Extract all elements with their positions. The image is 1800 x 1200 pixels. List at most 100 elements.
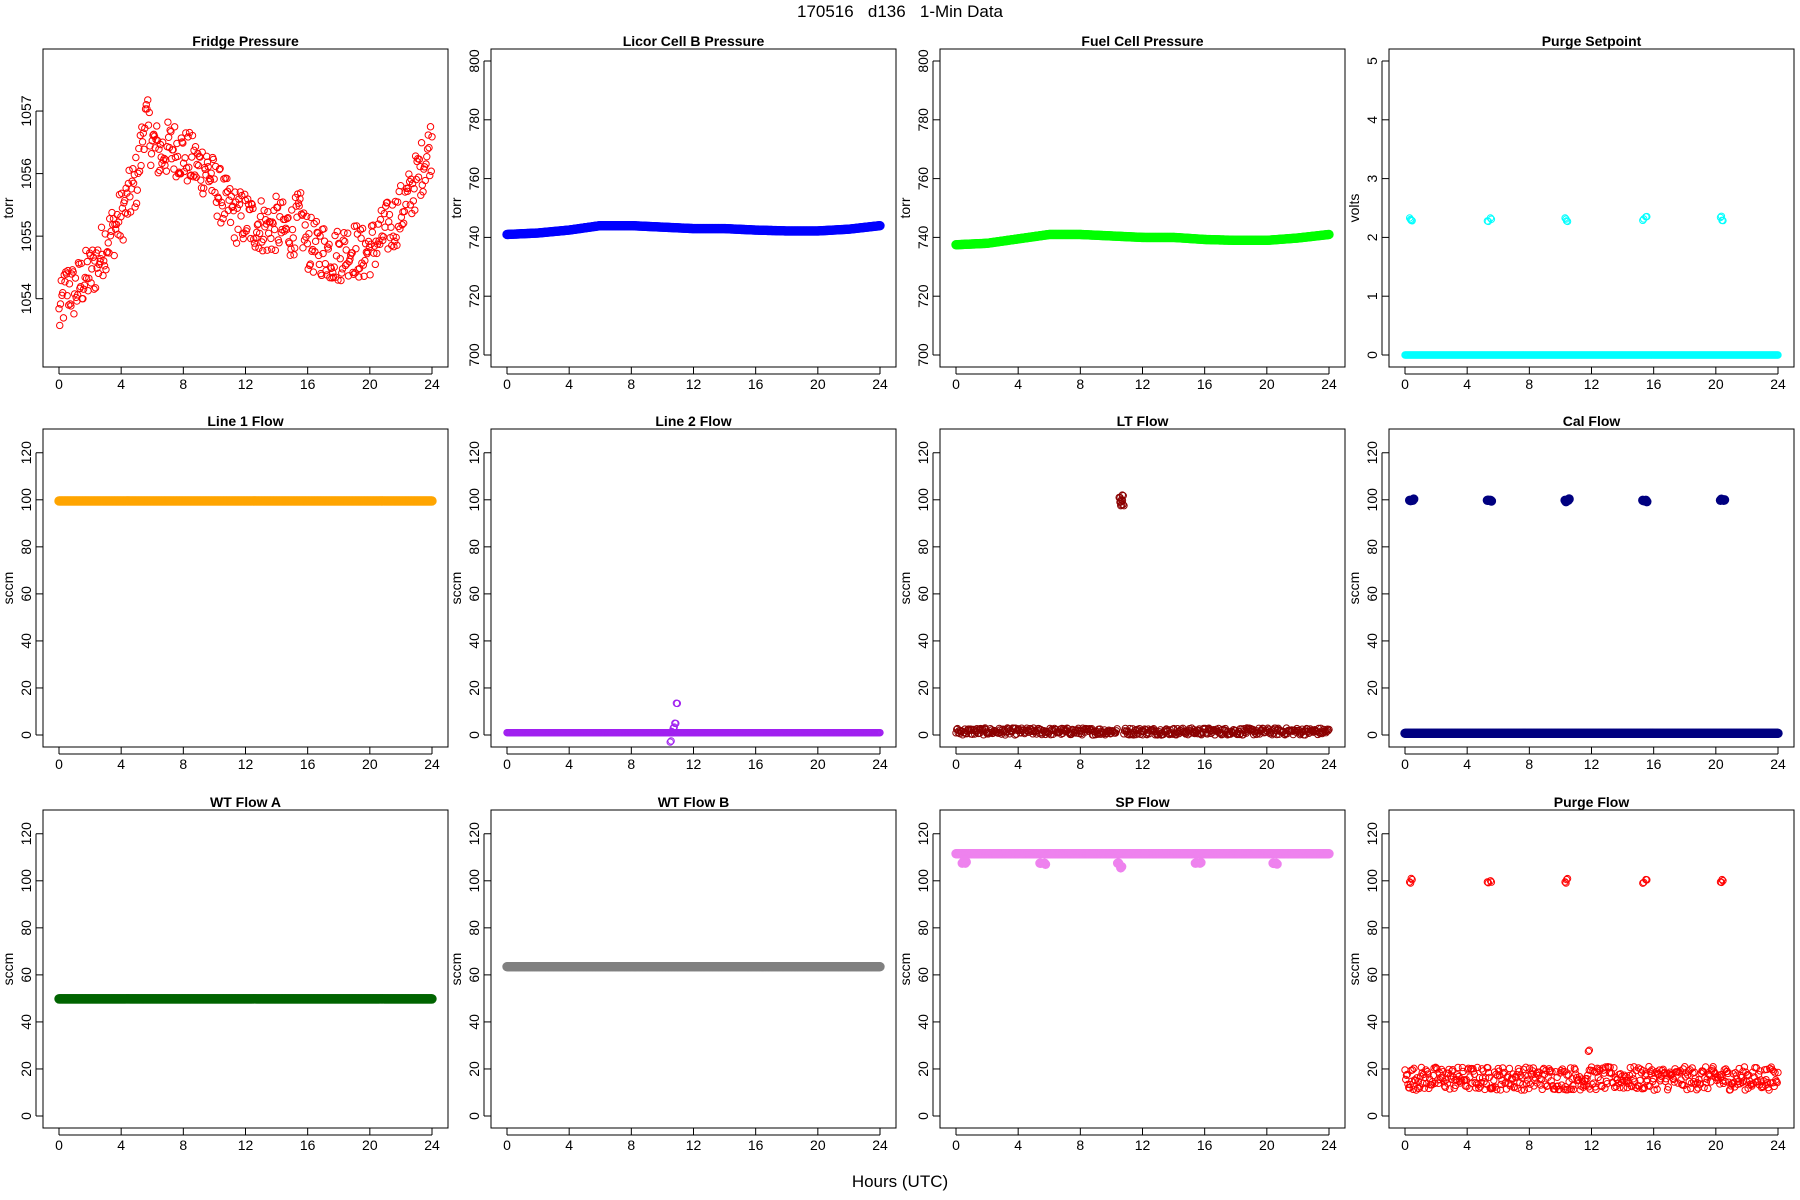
- data-point: [82, 274, 91, 283]
- data-point: [1719, 216, 1727, 225]
- data-point: [307, 213, 315, 222]
- data-point: [408, 179, 417, 188]
- plot-frame: [42, 809, 449, 1129]
- data-point: [129, 179, 138, 187]
- panel-title: WT Flow A: [210, 794, 281, 810]
- data-point: [175, 168, 183, 176]
- x-tick-label: 20: [810, 376, 826, 392]
- data-point: [260, 206, 268, 215]
- x-tick-label: 16: [1646, 376, 1662, 392]
- data-point: [1118, 491, 1126, 499]
- data-point: [393, 198, 402, 206]
- data-series: [951, 229, 1334, 250]
- data-point: [348, 249, 356, 257]
- data-point: [103, 248, 112, 256]
- x-tick-label: 0: [952, 376, 960, 392]
- y-tick-label: 120: [1364, 441, 1380, 465]
- data-point: [306, 260, 315, 268]
- data-point: [219, 214, 227, 223]
- plot-frame: [490, 428, 897, 748]
- data-point: [1324, 726, 1332, 735]
- data-point: [244, 195, 252, 203]
- y-tick-label: 700: [466, 343, 482, 367]
- data-point: [223, 174, 231, 183]
- data-point: [94, 269, 103, 278]
- data-point: [112, 220, 121, 229]
- data-point: [1119, 492, 1127, 500]
- data-point: [243, 224, 251, 233]
- data-point: [225, 196, 233, 204]
- data-point: [73, 291, 82, 299]
- x-tick-label: 8: [627, 1137, 635, 1153]
- y-tick-label: 40: [915, 633, 931, 649]
- x-tick-label: 8: [1076, 756, 1084, 772]
- data-point: [56, 300, 65, 308]
- y-tick-label: 120: [466, 441, 482, 465]
- x-tick-label: 4: [117, 756, 125, 772]
- data-point: [294, 199, 303, 207]
- data-point: [1642, 496, 1652, 507]
- data-point: [288, 206, 296, 214]
- data-point: [414, 173, 423, 181]
- data-point: [358, 224, 367, 233]
- data-point: [421, 176, 429, 185]
- y-axis-label: volts: [1346, 194, 1362, 223]
- y-tick-label: 720: [466, 284, 482, 308]
- data-point: [126, 208, 135, 216]
- data-point: [396, 181, 405, 190]
- data-point: [371, 260, 380, 269]
- data-point: [167, 127, 175, 136]
- data-point: [65, 280, 74, 288]
- data-point: [423, 145, 432, 153]
- x-tick-label: 20: [810, 756, 826, 772]
- data-series: [54, 496, 437, 506]
- data-point: [198, 148, 206, 156]
- data-point: [67, 302, 75, 310]
- data-point: [344, 229, 352, 237]
- x-tick-label: 0: [1401, 756, 1409, 772]
- data-point: [320, 225, 328, 233]
- data-point: [297, 189, 305, 197]
- y-tick-label: 60: [1364, 586, 1380, 602]
- y-tick-label: 20: [18, 680, 34, 696]
- data-point: [226, 218, 235, 227]
- data-point: [426, 171, 434, 180]
- data-point: [279, 198, 287, 206]
- data-point: [94, 246, 102, 254]
- data-point: [427, 167, 435, 175]
- data-point: [158, 138, 167, 146]
- data-point: [206, 176, 215, 184]
- data-point: [173, 152, 182, 161]
- data-point: [412, 175, 421, 184]
- data-point: [278, 225, 286, 234]
- y-tick-label: 100: [466, 488, 482, 512]
- data-point: [1774, 351, 1782, 359]
- data-point: [189, 173, 197, 181]
- data-point: [145, 108, 153, 117]
- y-tick-label: 1054: [18, 283, 34, 314]
- data-point: [188, 153, 196, 161]
- data-point: [264, 208, 272, 216]
- data-point: [125, 166, 133, 174]
- y-tick-label: 2: [1364, 233, 1380, 241]
- data-point: [340, 228, 348, 237]
- data-point: [153, 122, 161, 130]
- y-tick-label: 760: [466, 167, 482, 191]
- data-point: [341, 237, 349, 246]
- data-series: [55, 96, 436, 330]
- data-point: [387, 223, 395, 231]
- panel-title: Fuel Cell Pressure: [1081, 33, 1203, 49]
- data-point: [380, 209, 388, 218]
- data-point: [426, 123, 435, 131]
- data-point: [302, 212, 311, 221]
- data-point: [284, 213, 292, 222]
- data-point: [311, 247, 319, 256]
- data-point: [409, 197, 418, 205]
- data-point: [272, 192, 280, 201]
- data-point: [247, 199, 256, 208]
- data-point: [352, 222, 361, 230]
- data-point: [213, 212, 221, 220]
